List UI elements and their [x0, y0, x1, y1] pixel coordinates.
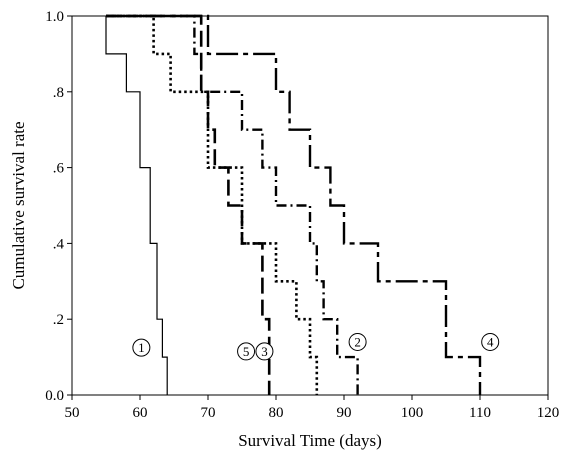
curve-marker-circle	[255, 342, 274, 361]
y-axis-title: Cumulative survival rate	[9, 121, 28, 289]
curve-marker-label: 1	[138, 340, 145, 355]
x-tick-label: 60	[133, 405, 148, 421]
x-tick-label: 90	[337, 405, 352, 421]
y-axis-ticks: 0.0 .2 .4 .6 .8 1.0	[45, 9, 72, 404]
survival-curve-1	[105, 16, 168, 395]
curve-marker-label: 2	[354, 334, 361, 349]
survival-curve-4	[106, 14, 482, 395]
y-tick-label: 1.0	[45, 9, 64, 25]
survival-curves	[105, 14, 482, 395]
y-tick-label: .6	[53, 161, 65, 177]
x-tick-label: 50	[65, 405, 80, 421]
y-tick-label: .4	[53, 236, 65, 252]
x-axis-title: Survival Time (days)	[238, 431, 382, 450]
curve-marker-label: 5	[243, 344, 250, 359]
curve-markers: 1 5 3 2 4	[132, 332, 500, 361]
x-tick-label: 120	[537, 405, 560, 421]
y-tick-label: .8	[53, 85, 64, 101]
plot-frame	[71, 15, 549, 396]
survival-curve-2	[106, 14, 271, 395]
curve-marker-circle	[132, 338, 151, 357]
x-tick-label: 110	[469, 405, 491, 421]
curve-marker-circle	[237, 342, 256, 361]
x-axis-ticks: 50 60 70 80 90 100 110 120	[65, 395, 560, 421]
curve-marker-circle	[481, 332, 500, 351]
curve-marker-label: 4	[487, 334, 494, 349]
x-tick-label: 80	[269, 405, 284, 421]
x-tick-label: 70	[201, 405, 216, 421]
y-tick-label: .2	[53, 312, 64, 328]
curve-marker-circle	[348, 332, 367, 351]
curve-marker-label: 3	[261, 344, 268, 359]
x-tick-label: 100	[401, 405, 424, 421]
y-tick-label: 0.0	[45, 388, 64, 404]
